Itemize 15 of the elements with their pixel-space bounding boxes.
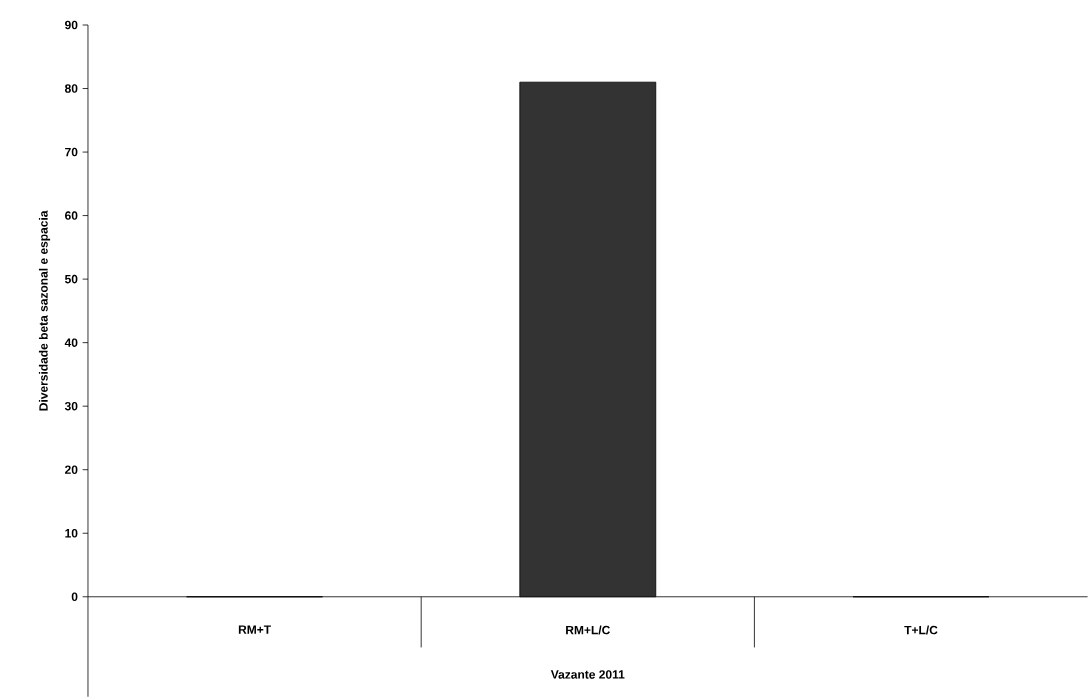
- x-axis-title: Vazante 2011: [550, 670, 625, 679]
- y-tick-label: 10: [65, 528, 78, 538]
- y-tick-label: 80: [64, 84, 78, 93]
- x-tick-label: T+L/C: [904, 625, 938, 635]
- y-tick-label: 60: [65, 211, 78, 220]
- y-axis-title: Diversidade beta sazonal e espacia: [38, 210, 51, 411]
- y-tick-label: 30: [64, 401, 78, 411]
- y-tick-label: 0: [71, 592, 78, 601]
- y-tick-label: 40: [64, 338, 78, 347]
- y-tick-label: 90: [65, 20, 78, 30]
- y-tick-label: 70: [65, 147, 78, 157]
- x-tick-label: RM+T: [238, 625, 271, 634]
- x-tick-label: RM+L/C: [566, 625, 610, 635]
- y-tick-label: 20: [65, 465, 78, 474]
- y-tick-label: 50: [64, 274, 78, 284]
